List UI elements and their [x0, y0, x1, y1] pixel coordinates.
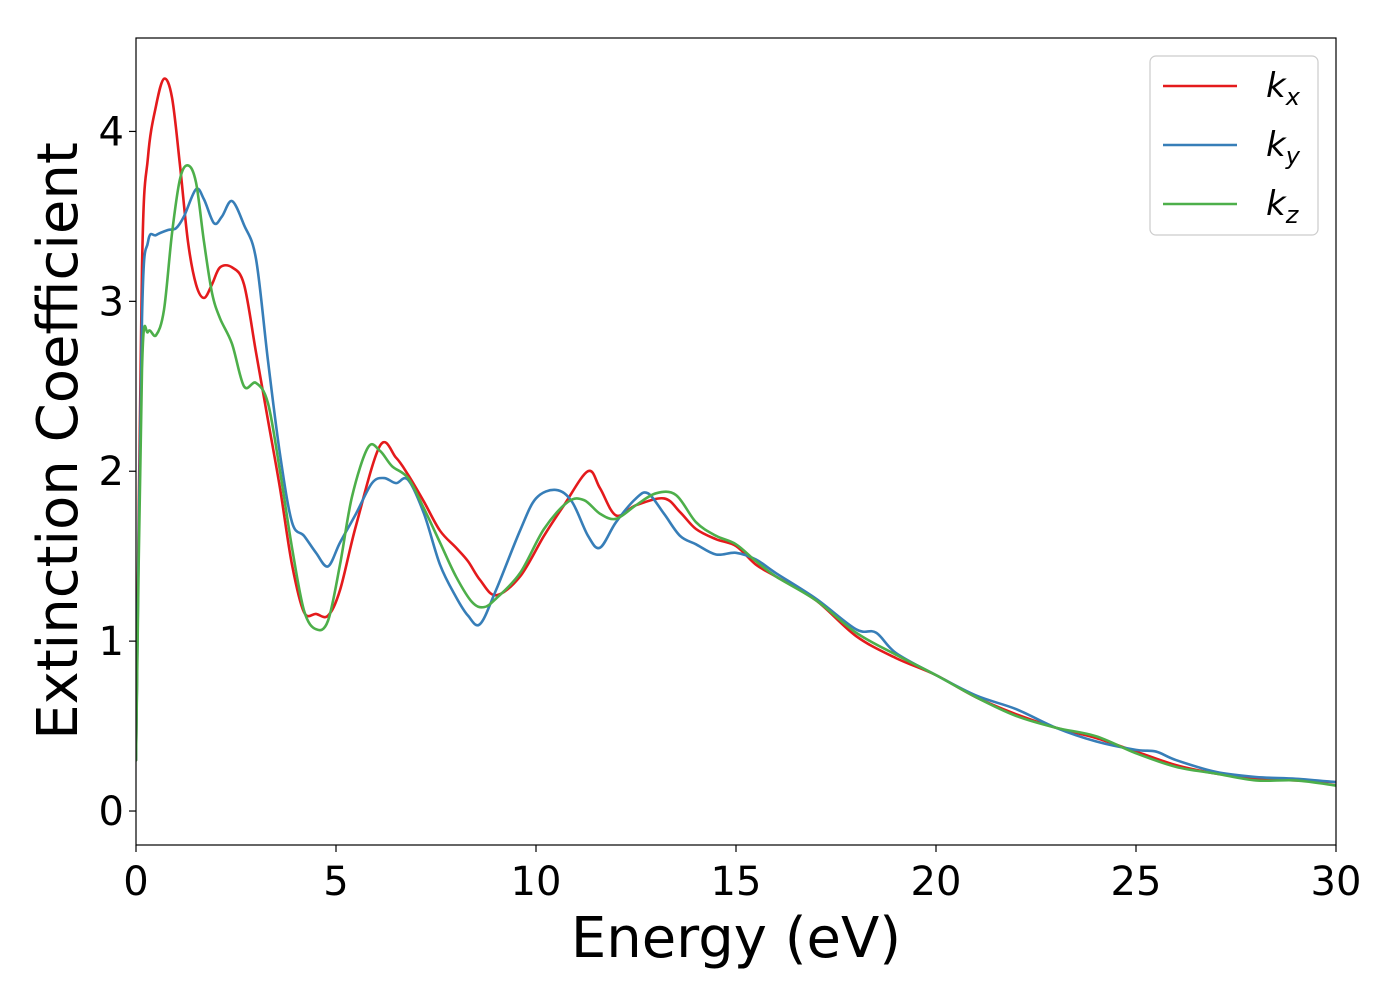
x-tick-label: 30: [1311, 859, 1362, 905]
y-tick-label: 4: [99, 109, 124, 155]
x-tick-label: 5: [323, 859, 348, 905]
series-line-z: [136, 164, 1336, 787]
legend-label-x: kx: [1266, 66, 1301, 111]
x-axis: 0 5 10 15 20 25 30: [123, 845, 1361, 905]
y-tick-label: 0: [99, 789, 124, 835]
y-axis-label: Extinction Coefficient: [26, 142, 91, 740]
legend: kx ky kz: [1149, 55, 1319, 236]
x-tick-label: 10: [511, 859, 562, 905]
x-axis-label: Energy (eV): [571, 906, 901, 971]
legend-label-z: kz: [1266, 184, 1300, 229]
y-tick-label: 2: [99, 449, 124, 495]
x-tick-label: 0: [123, 859, 148, 905]
y-tick-label: 1: [99, 619, 124, 665]
y-tick-label: 3: [99, 279, 124, 325]
y-axis: 0 1 2 3 4: [99, 109, 136, 835]
series-layer: [136, 77, 1336, 787]
x-tick-label: 20: [911, 859, 962, 905]
legend-label-y: ky: [1266, 125, 1301, 170]
x-tick-label: 25: [1111, 859, 1162, 905]
x-tick-label: 15: [711, 859, 762, 905]
